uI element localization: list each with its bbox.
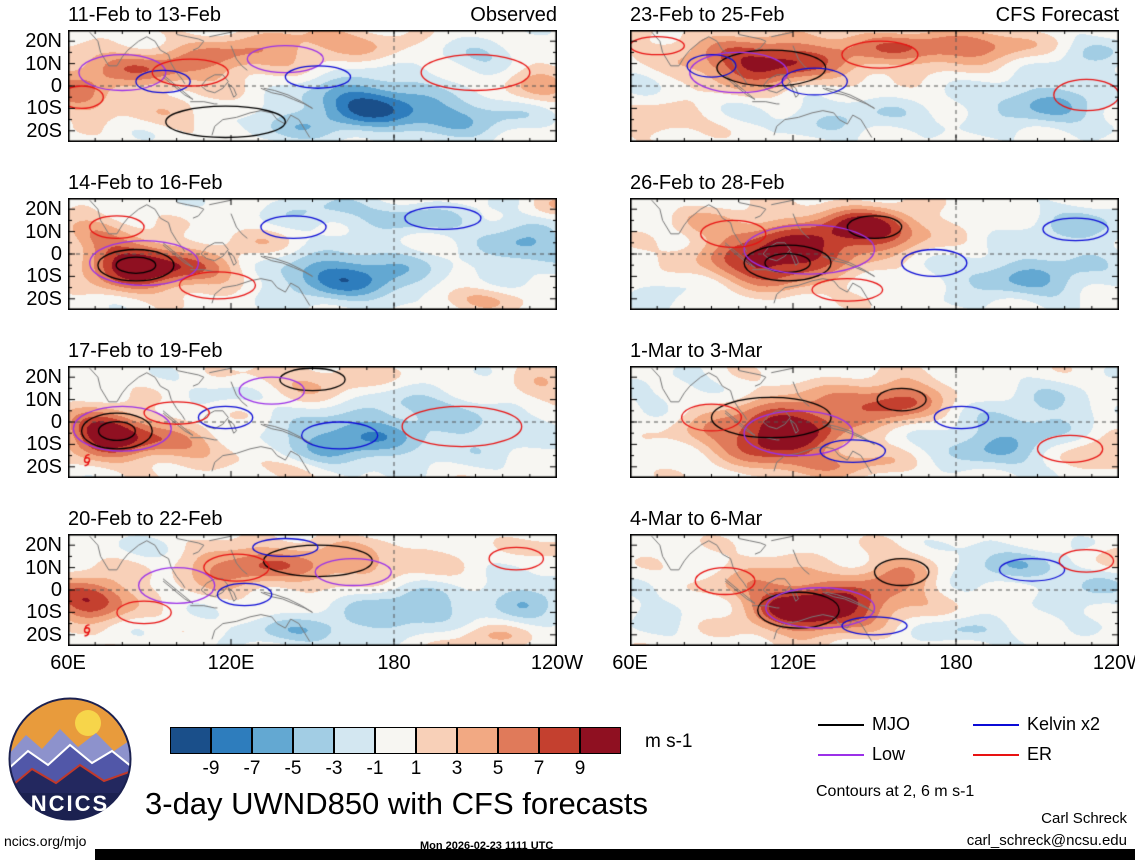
y-tick-label: 10N <box>25 556 62 579</box>
colorbar-cell <box>334 727 375 754</box>
x-tick-label: 120E <box>769 652 817 674</box>
map-panel-canvas <box>68 366 557 478</box>
y-tick-label: 0 <box>50 243 62 265</box>
y-tick-label: 10N <box>25 52 62 75</box>
map-panel-canvas <box>630 198 1119 310</box>
colorbar-cell <box>211 727 252 754</box>
map-panel: 14-Feb to 16-Feb <box>68 171 557 310</box>
map-panel-canvas <box>68 198 557 310</box>
y-tick-label: 10N <box>25 220 62 243</box>
panel-title: 26-Feb to 28-Feb <box>630 172 785 194</box>
panel-title: 20-Feb to 22-Feb <box>68 508 223 530</box>
y-tick-label: 20N <box>25 198 62 221</box>
x-tick-label: 60E <box>50 652 86 674</box>
mjo-line-swatch <box>818 723 864 726</box>
colorbar-cell <box>293 727 334 754</box>
ncics-logo: NCICS <box>8 697 132 821</box>
map-panel: 1-Mar to 3-Mar <box>630 339 1119 478</box>
credit-email: carl_schreck@ncsu.edu <box>966 832 1127 849</box>
legend-label: Kelvin x2 <box>1027 714 1101 734</box>
panel-title: 17-Feb to 19-Feb <box>68 340 223 362</box>
legend-item-low: Low <box>818 744 905 766</box>
y-tick-label: 20N <box>25 30 62 53</box>
mountain-logo-graphic: NCICS <box>8 697 132 821</box>
legend-label: MJO <box>872 714 910 734</box>
y-tick-label: 10N <box>25 388 62 411</box>
panel-title: 23-Feb to 25-Feb <box>630 4 785 26</box>
panel-title: 14-Feb to 16-Feb <box>68 172 223 194</box>
footer-url: ncics.org/mjo <box>4 833 87 849</box>
contour-note: Contours at 2, 6 m s-1 <box>816 783 975 800</box>
x-tick-label: 180 <box>939 652 973 674</box>
legend-label: Low <box>872 744 906 764</box>
er-line-swatch <box>973 753 1019 756</box>
colorbar-cell <box>170 727 211 754</box>
panel-corner-label: CFS Forecast <box>995 4 1119 26</box>
colorbar-tick-label: 7 <box>533 758 545 779</box>
logo-text: NCICS <box>31 791 109 816</box>
credit-name: Carl Schreck <box>1041 810 1127 827</box>
figure-title: 3-day UWND850 with CFS forecasts <box>145 786 649 821</box>
panel-title: 11-Feb to 13-Feb <box>68 4 222 26</box>
map-panel: 4-Mar to 6-Mar <box>630 507 1119 646</box>
x-tick-label: 120E <box>207 652 255 674</box>
map-panel: 11-Feb to 13-Feb Observed <box>68 3 557 142</box>
colorbar-tick-label: -1 <box>366 758 384 779</box>
y-tick-label: 20N <box>25 366 62 389</box>
map-panel: 20-Feb to 22-Feb <box>68 507 557 646</box>
y-tick-label: 10S <box>26 601 62 624</box>
colorbar-cell <box>457 727 498 754</box>
y-tick-label: 20S <box>26 623 62 646</box>
map-panel-canvas <box>68 30 557 142</box>
y-tick-label: 0 <box>50 75 62 97</box>
low-line-swatch <box>818 753 864 756</box>
colorbar-tick-label: -7 <box>243 758 261 779</box>
legend-item-mjo: MJO <box>818 714 910 736</box>
y-tick-label: 10S <box>26 433 62 456</box>
x-tick-label: 180 <box>377 652 411 674</box>
legend-item-er: ER <box>973 744 1052 766</box>
colorbar-cell <box>580 727 621 754</box>
colorbar-cell <box>375 727 416 754</box>
kelvin-line-swatch <box>973 723 1019 726</box>
colorbar-tick-label: 3 <box>451 758 463 779</box>
x-tick-label: 120W <box>530 652 584 674</box>
y-tick-label: 0 <box>50 411 62 433</box>
map-panel: 17-Feb to 19-Feb <box>68 339 557 478</box>
legend-label: ER <box>1027 744 1053 764</box>
y-tick-label: 20S <box>26 287 62 310</box>
colorbar-tick-label: -3 <box>325 758 343 779</box>
colorbar-units-label: m s-1 <box>645 731 693 752</box>
y-tick-label: 10S <box>26 97 62 120</box>
map-panel: 26-Feb to 28-Feb <box>630 171 1119 310</box>
colorbar-tick-label: -5 <box>284 758 302 779</box>
y-tick-label: 20S <box>26 455 62 478</box>
colorbar-cell <box>252 727 293 754</box>
panel-title: 4-Mar to 6-Mar <box>630 508 763 530</box>
colorbar-tick-label: -9 <box>202 758 220 779</box>
y-tick-label: 20S <box>26 119 62 142</box>
x-tick-label: 60E <box>612 652 648 674</box>
x-tick-label: 120W <box>1092 652 1135 674</box>
panel-title: 1-Mar to 3-Mar <box>630 340 763 362</box>
panel-corner-label: Observed <box>470 4 557 26</box>
map-panel-canvas <box>630 534 1119 646</box>
colorbar-tick-label: 1 <box>410 758 422 779</box>
colorbar-tick-label: 9 <box>574 758 586 779</box>
colorbar-tick-label: 5 <box>492 758 504 779</box>
colorbar-cell <box>416 727 457 754</box>
y-tick-label: 10S <box>26 265 62 288</box>
colorbar-cell <box>498 727 539 754</box>
legend-item-kelvin: Kelvin x2 <box>973 714 1100 736</box>
map-panel: 23-Feb to 25-Feb CFS Forecast <box>630 3 1119 142</box>
y-tick-label: 0 <box>50 579 62 601</box>
map-panel-canvas <box>68 534 557 646</box>
map-panel-canvas <box>630 30 1119 142</box>
y-tick-label: 20N <box>25 534 62 557</box>
colorbar-cell <box>539 727 580 754</box>
footer-bar <box>95 849 1135 860</box>
map-panel-canvas <box>630 366 1119 478</box>
